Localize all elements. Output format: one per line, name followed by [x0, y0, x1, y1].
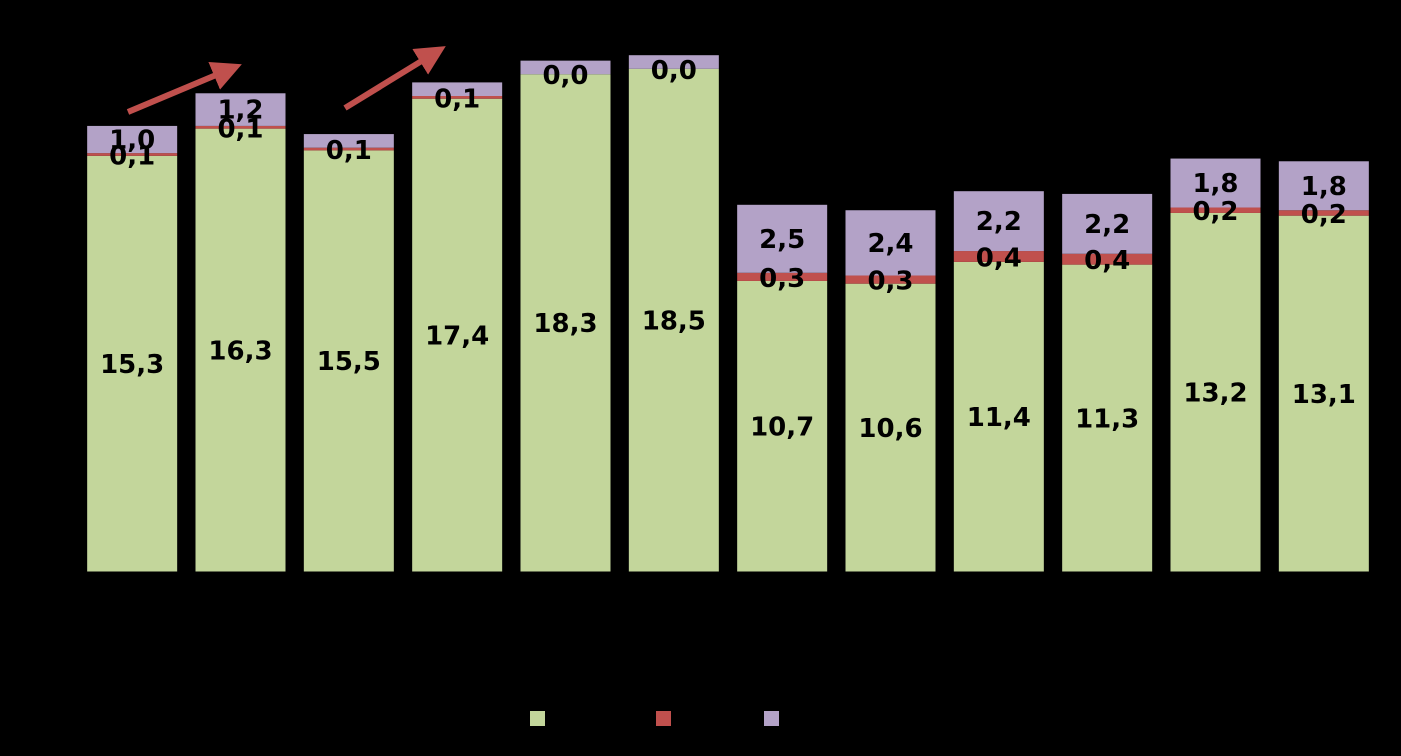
data-label-0-6: 10,7 — [750, 412, 814, 442]
bar-segment-0-10 — [1170, 212, 1261, 572]
data-label-1-8: 0,4 — [976, 243, 1022, 273]
data-label-2-10: 1,8 — [1192, 169, 1238, 199]
bar-segment-1-11 — [1278, 210, 1369, 216]
bar-segment-0-2 — [303, 150, 394, 572]
data-label-2-0: 1,0 — [109, 126, 155, 156]
bar-segment-1-8 — [953, 251, 1044, 262]
bar-segment-1-10 — [1170, 207, 1261, 213]
bar-segment-1-3 — [412, 96, 503, 99]
legend-swatch-2 — [764, 711, 779, 726]
bar-segment-2-1 — [195, 93, 286, 126]
data-label-1-2: 0,1 — [326, 136, 372, 166]
data-label-2-8: 2,2 — [976, 207, 1022, 237]
bar-segment-2-10 — [1170, 158, 1261, 208]
bars — [87, 55, 1369, 573]
bar-segment-0-11 — [1278, 215, 1369, 572]
bar-segment-0-7 — [845, 283, 936, 572]
data-label-0-3: 17,4 — [425, 321, 489, 351]
data-label-0-10: 13,2 — [1183, 378, 1247, 408]
bar-segment-1-0 — [87, 153, 178, 156]
data-label-2-7: 2,4 — [867, 229, 913, 259]
bar-segment-1-2 — [303, 147, 394, 151]
data-labels: 15,30,11,016,30,11,215,50,117,40,118,30,… — [100, 56, 1356, 444]
bar-segment-0-5 — [628, 68, 719, 573]
legend-swatch-0 — [530, 711, 545, 726]
trend-arrow — [126, 61, 242, 115]
data-label-0-11: 13,1 — [1292, 380, 1356, 410]
bar-segment-0-4 — [520, 74, 611, 573]
bar-segment-1-7 — [845, 275, 936, 284]
bar-segment-0-6 — [737, 280, 828, 572]
data-label-0-0: 15,3 — [100, 350, 164, 380]
bar-segment-2-3 — [412, 82, 503, 96]
data-label-1-0: 0,1 — [109, 141, 155, 171]
bar-segment-2-7 — [845, 210, 936, 276]
bar-segment-0-3 — [412, 98, 503, 572]
bar-segment-2-6 — [737, 204, 828, 273]
bar-segment-2-11 — [1278, 161, 1369, 211]
trend-arrow — [343, 46, 446, 111]
data-label-1-4: 0,0 — [542, 61, 588, 91]
bar-segment-1-9 — [1062, 253, 1153, 265]
data-label-1-5: 0,0 — [651, 56, 697, 86]
bar-segment-0-8 — [953, 261, 1044, 572]
data-label-0-8: 11,4 — [967, 403, 1031, 433]
gridlines — [78, 27, 1378, 519]
data-label-0-4: 18,3 — [533, 309, 597, 339]
data-label-1-9: 0,4 — [1084, 246, 1130, 276]
bar-segment-2-4 — [520, 60, 611, 75]
bar-segment-0-0 — [87, 155, 178, 572]
data-label-0-7: 10,6 — [858, 414, 922, 444]
legend-swatch-1 — [656, 711, 671, 726]
data-label-1-10: 0,2 — [1192, 197, 1238, 227]
data-label-0-9: 11,3 — [1075, 404, 1139, 434]
data-label-0-2: 15,5 — [317, 347, 381, 377]
bar-segment-2-5 — [628, 55, 719, 69]
bar-segment-2-9 — [1062, 193, 1153, 254]
data-label-1-7: 0,3 — [867, 267, 913, 297]
x-axis — [77, 571, 1379, 685]
data-label-0-5: 18,5 — [642, 306, 706, 336]
data-label-1-1: 0,1 — [217, 114, 263, 144]
data-label-1-3: 0,1 — [434, 84, 480, 114]
legend — [530, 711, 779, 726]
bar-segment-2-0 — [87, 125, 178, 154]
data-label-2-6: 2,5 — [759, 225, 805, 255]
bar-segment-2-2 — [303, 134, 394, 148]
trend-arrows — [126, 46, 446, 115]
bar-segment-0-9 — [1062, 264, 1153, 572]
bar-segment-2-8 — [953, 191, 1044, 252]
data-label-2-1: 1,2 — [217, 96, 263, 126]
data-label-1-6: 0,3 — [759, 264, 805, 294]
bar-segment-1-1 — [195, 125, 286, 129]
data-label-2-11: 1,8 — [1301, 172, 1347, 202]
bar-segment-0-1 — [195, 128, 286, 572]
data-label-1-11: 0,2 — [1301, 200, 1347, 230]
data-label-0-1: 16,3 — [208, 336, 272, 366]
data-label-2-9: 2,2 — [1084, 210, 1130, 240]
bar-segment-1-6 — [737, 272, 828, 281]
